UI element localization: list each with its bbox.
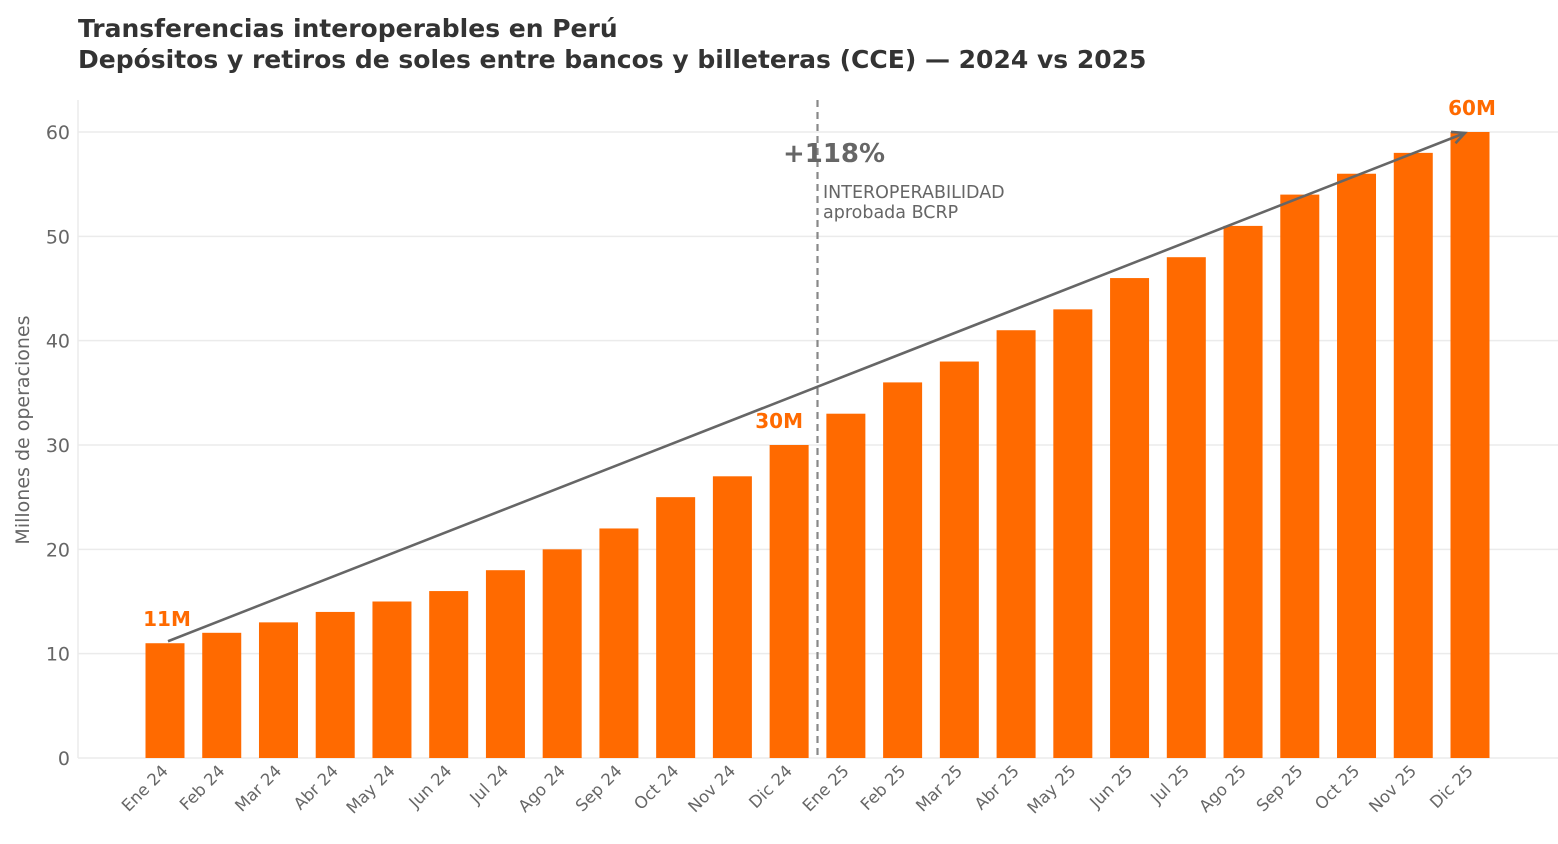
data-labels: 11M 30M 60M: [143, 96, 1496, 631]
y-tick-label: 30: [46, 435, 70, 457]
bar: [485, 570, 525, 758]
bar: [1166, 257, 1206, 758]
x-tick-label: Oct 24: [630, 761, 682, 813]
bar: [1053, 309, 1093, 758]
x-tick-label: Ene 24: [118, 761, 172, 815]
bar: [372, 601, 412, 758]
x-tick-label: Mar 24: [231, 761, 285, 815]
data-label: 30M: [755, 409, 803, 433]
x-tick-label: Dic 24: [745, 761, 796, 812]
data-label: 60M: [1448, 96, 1496, 120]
trend-arrow: [167, 130, 1468, 643]
data-label: 11M: [143, 607, 191, 631]
bar: [429, 591, 469, 758]
bar: [542, 549, 582, 758]
x-tick-label: Mar 25: [912, 761, 966, 815]
x-tick-label: Abr 25: [971, 761, 1023, 813]
chart-subtitle: Depósitos y retiros de soles entre banco…: [78, 45, 1146, 74]
event-text-1: INTEROPERABILIDAD: [823, 183, 1005, 203]
x-tick-label: Dic 25: [1426, 761, 1477, 812]
x-axis: Ene 24 Feb 24 Mar 24 Abr 24 May 24 Jun 24 Jul …: [118, 761, 1477, 817]
bar: [1110, 278, 1150, 758]
bar: [145, 643, 185, 758]
bar: [258, 622, 298, 758]
x-tick-label: Nov 25: [1365, 761, 1420, 816]
bar: [826, 413, 866, 758]
x-tick-label: Nov 24: [684, 761, 739, 816]
x-tick-label: Jul 24: [465, 761, 512, 808]
bar: [996, 330, 1036, 758]
x-tick-label: Jul 25: [1146, 761, 1193, 808]
bar: [656, 497, 696, 758]
arrowhead: [1450, 130, 1468, 145]
bar: [1337, 173, 1377, 758]
chart-title: Transferencias interoperables en Perú: [78, 14, 618, 43]
y-tick-label: 40: [46, 331, 70, 353]
bar: [883, 382, 923, 758]
y-tick-label: 10: [46, 644, 70, 666]
x-tick-label: Ago 24: [514, 761, 569, 816]
bar: [1223, 225, 1263, 758]
x-tick-label: Oct 25: [1311, 761, 1363, 813]
bar: [769, 445, 809, 758]
y-tick-label: 50: [46, 226, 70, 248]
x-tick-label: Ago 25: [1195, 761, 1250, 816]
bar: [599, 528, 639, 758]
bar: [939, 361, 979, 758]
x-tick-label: May 25: [1024, 761, 1080, 817]
x-tick-label: Sep 24: [572, 761, 626, 815]
trend-line: [167, 131, 1466, 643]
x-tick-label: Feb 25: [857, 761, 910, 814]
bar: [202, 632, 242, 758]
bar: [315, 611, 355, 758]
y-tick-label: 20: [46, 539, 70, 561]
x-tick-label: Sep 25: [1253, 761, 1307, 815]
y-axis: 0 10 20 30 40 50 60: [46, 122, 70, 770]
bar: [1280, 194, 1320, 759]
event-text-2: aprobada BCRP: [823, 203, 958, 223]
y-tick-label: 0: [58, 748, 70, 770]
bar: [1450, 132, 1490, 758]
bar: [1393, 152, 1433, 758]
x-tick-label: Ene 25: [799, 761, 853, 815]
x-tick-label: Jun 24: [405, 761, 456, 812]
x-tick-label: Jun 25: [1085, 761, 1136, 812]
y-tick-label: 60: [46, 122, 70, 144]
bar: [712, 476, 752, 758]
x-tick-label: May 24: [343, 761, 399, 817]
bars: [145, 132, 1490, 759]
growth-annotation: +118%: [783, 139, 885, 169]
y-axis-label: Millones de operaciones: [12, 315, 34, 544]
x-tick-label: Feb 24: [176, 761, 229, 814]
x-tick-label: Abr 24: [290, 761, 342, 813]
